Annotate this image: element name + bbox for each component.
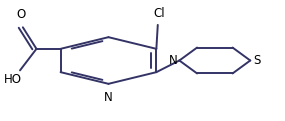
Text: N: N	[169, 54, 178, 67]
Text: HO: HO	[4, 73, 22, 86]
Text: N: N	[104, 91, 113, 104]
Text: Cl: Cl	[153, 7, 165, 20]
Text: S: S	[253, 54, 260, 67]
Text: O: O	[17, 8, 26, 21]
